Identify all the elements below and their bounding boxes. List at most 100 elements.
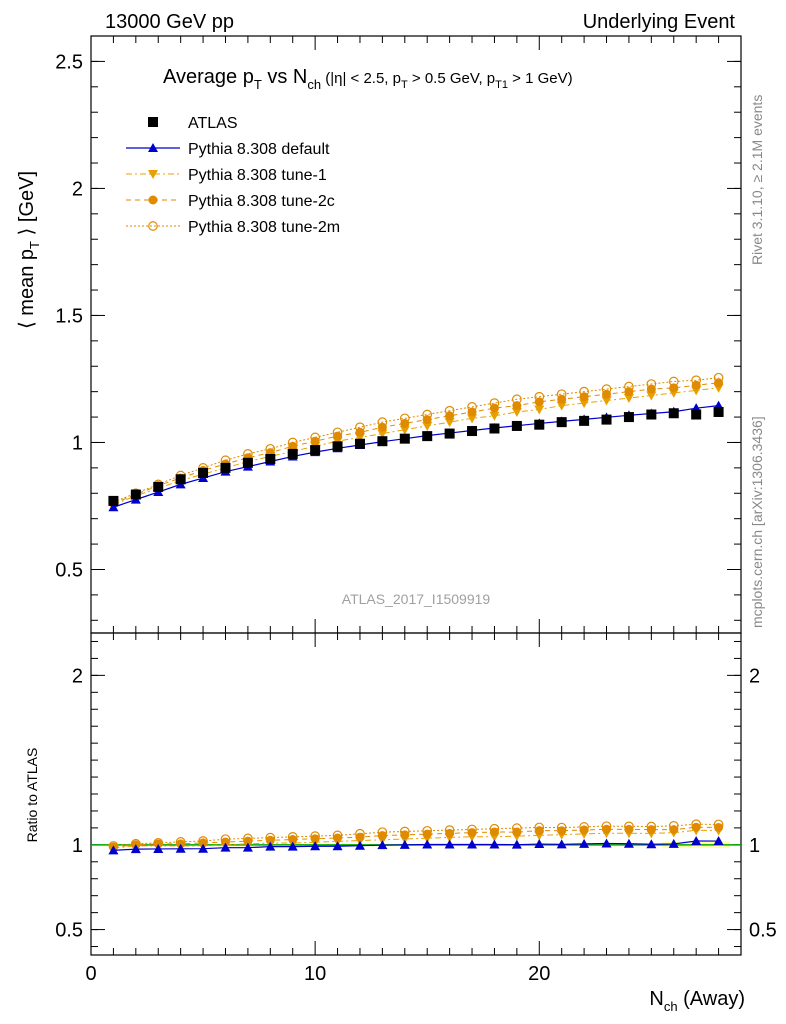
ratio-point bbox=[691, 819, 702, 830]
ratio-point bbox=[602, 824, 612, 834]
ratio-point bbox=[534, 826, 544, 836]
xlabel-sub: ch bbox=[664, 999, 678, 1014]
data-point bbox=[646, 379, 657, 389]
ratio-point bbox=[646, 821, 657, 832]
data-point bbox=[713, 406, 724, 417]
ratio-y-tick-label-right: 0.5 bbox=[749, 920, 777, 942]
ratio-point bbox=[646, 839, 657, 849]
data-point bbox=[467, 402, 477, 412]
ratio-series bbox=[108, 819, 724, 855]
ratio-point bbox=[354, 840, 365, 850]
ratio-point bbox=[534, 839, 545, 849]
ratio-point bbox=[333, 833, 343, 843]
data-point bbox=[399, 433, 410, 444]
legend: ATLAS Pythia 8.308 default Pythia 8.308 tu… bbox=[126, 115, 340, 236]
data-point bbox=[242, 457, 253, 468]
data-point bbox=[579, 399, 590, 409]
rivet-label: Rivet 3.1.10, ≥ 2.1M events bbox=[749, 95, 765, 265]
ratio-point bbox=[153, 843, 164, 853]
ratio-point bbox=[399, 826, 410, 837]
data-point bbox=[601, 414, 612, 425]
ratio-point bbox=[489, 839, 500, 849]
ratio-point bbox=[332, 841, 343, 851]
x-tick-label: 0 bbox=[85, 963, 96, 985]
title-rest-c: > 1 GeV) bbox=[508, 70, 573, 87]
ratio-point bbox=[287, 832, 298, 842]
ratio-point bbox=[601, 821, 612, 832]
legend-label: ATLAS bbox=[188, 115, 238, 132]
ratio-point bbox=[444, 825, 455, 835]
data-point bbox=[713, 372, 724, 383]
ratio-point bbox=[400, 830, 410, 840]
ratio-line-4 bbox=[113, 823, 719, 847]
data-point bbox=[175, 474, 186, 485]
data-point bbox=[601, 384, 612, 394]
data-point bbox=[511, 420, 522, 431]
ratio-point bbox=[422, 829, 432, 839]
title-rest-a-sub: T bbox=[401, 79, 408, 91]
ratio-point bbox=[714, 822, 724, 832]
ratio-point bbox=[130, 844, 141, 854]
data-point bbox=[108, 502, 119, 512]
ratio-point bbox=[512, 823, 522, 833]
series-line-1 bbox=[113, 405, 719, 508]
data-point bbox=[668, 408, 679, 419]
legend-marker bbox=[148, 195, 158, 205]
data-point bbox=[444, 428, 455, 439]
data-point bbox=[399, 413, 410, 424]
ratio-point bbox=[467, 824, 477, 835]
ratio-point bbox=[467, 828, 477, 838]
ratio-point bbox=[332, 830, 343, 841]
ratio-point bbox=[601, 838, 612, 848]
data-point bbox=[377, 429, 388, 439]
data-point bbox=[265, 453, 276, 464]
ratio-point bbox=[399, 839, 410, 849]
y-tick-label: 1.5 bbox=[55, 305, 83, 327]
ratio-point bbox=[422, 839, 433, 849]
data-point bbox=[310, 432, 320, 443]
data-point bbox=[534, 391, 545, 402]
data-point bbox=[601, 396, 612, 406]
data-point bbox=[512, 394, 522, 405]
ratio-panel-frame bbox=[90, 632, 742, 956]
data-point bbox=[153, 481, 164, 492]
data-point bbox=[691, 375, 702, 386]
y-axis-label-ratio: Ratio to ATLAS bbox=[24, 748, 40, 843]
ratio-y-tick-label-right: 1 bbox=[749, 835, 760, 857]
legend-marker bbox=[148, 170, 158, 179]
data-point bbox=[332, 441, 343, 452]
data-point bbox=[579, 415, 590, 426]
data-point bbox=[557, 394, 567, 404]
ratio-point bbox=[175, 843, 186, 853]
title-part-2: vs N bbox=[262, 66, 308, 88]
ratio-point bbox=[355, 832, 365, 842]
legend-marker bbox=[148, 143, 158, 152]
data-point bbox=[646, 384, 656, 394]
title-rest-a: (|η| < 2.5, p bbox=[321, 70, 401, 87]
data-point bbox=[489, 411, 500, 421]
ratio-y-tick-label: 1 bbox=[72, 835, 83, 857]
ratio-point bbox=[242, 842, 253, 852]
header-left: 13000 GeV pp bbox=[105, 11, 234, 33]
title-sub-1: T bbox=[254, 77, 262, 92]
data-point bbox=[377, 436, 388, 447]
ratio-point bbox=[534, 822, 545, 833]
title-part-1: Average p bbox=[163, 66, 254, 88]
data-point bbox=[220, 462, 231, 473]
ylabel-a: ⟨ mean p bbox=[16, 249, 38, 329]
data-point bbox=[624, 387, 634, 397]
ratio-point bbox=[467, 839, 478, 849]
ratio-point bbox=[444, 839, 455, 849]
data-point bbox=[332, 427, 343, 438]
series-line-2 bbox=[113, 387, 719, 506]
top-series bbox=[108, 372, 724, 512]
data-point bbox=[511, 407, 522, 417]
ratio-y-tick-label-right: 2 bbox=[749, 665, 760, 687]
ratio-point bbox=[556, 822, 567, 833]
data-point bbox=[354, 438, 365, 449]
data-point bbox=[287, 437, 298, 448]
legend-label: Pythia 8.308 default bbox=[188, 141, 330, 158]
ratio-point bbox=[691, 822, 701, 832]
title-rest-b-sub: T1 bbox=[495, 79, 508, 91]
data-point bbox=[579, 386, 589, 397]
